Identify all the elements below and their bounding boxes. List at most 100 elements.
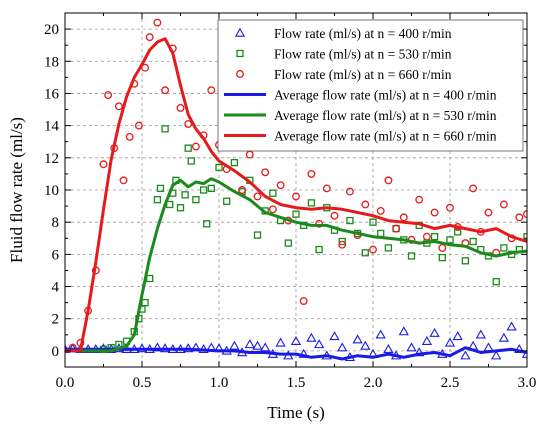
scatter-point-n660	[484, 208, 493, 217]
scatter-point-n530	[269, 189, 277, 197]
scatter-point-n660	[384, 176, 393, 185]
scatter-point-n400	[414, 347, 425, 357]
scatter-point-n660	[523, 210, 527, 219]
scatter-point-n400	[306, 332, 317, 342]
scatter-point-n660	[392, 224, 401, 233]
scatter-point-n660	[119, 176, 128, 185]
scatter-point-n530	[253, 231, 262, 239]
scatter-point-n660	[345, 187, 354, 196]
y-tick-label: 10	[44, 183, 59, 199]
legend-label: Average flow rate (ml/s) at n = 530 r/mi…	[274, 108, 497, 123]
scatter-point-n400	[460, 350, 471, 360]
scatter-point-n530	[500, 244, 508, 252]
scatter-point-n400	[383, 343, 394, 354]
x-tick-label: 2.0	[364, 375, 383, 391]
scatter-point-n530	[315, 245, 323, 254]
scatter-point-n400	[152, 342, 163, 352]
scatter-point-n660	[415, 195, 424, 204]
y-axis-label: Fluid flow rate (ml/s)	[7, 117, 26, 263]
scatter-point-n400	[260, 342, 271, 352]
scatter-point-n530	[199, 186, 208, 194]
scatter-point-n530	[284, 239, 292, 247]
scatter-point-n660	[315, 219, 324, 228]
scatter-point-n660	[299, 297, 308, 305]
scatter-point-n530	[369, 218, 377, 226]
scatter-point-n530	[230, 158, 239, 167]
scatter-point-n400	[275, 337, 286, 347]
scatter-point-n530	[181, 191, 189, 199]
scatter-point-n530	[187, 157, 195, 165]
legend: Flow rate (ml/s) at n = 400 r/min Flow ra…	[217, 19, 524, 152]
scatter-point-n530	[469, 237, 477, 246]
scatter-point-n660	[99, 160, 108, 169]
scatter-point-n660	[399, 213, 408, 222]
scatter-point-n530	[384, 244, 393, 252]
scatter-point-n660	[161, 86, 170, 95]
y-tick-label: 4	[52, 280, 60, 296]
scatter-point-n400	[313, 339, 325, 349]
legend-marker	[234, 27, 246, 37]
scatter-point-n530	[161, 125, 169, 133]
scatter-point-n400	[298, 348, 309, 358]
scatter-point-n530	[492, 278, 500, 286]
average-line-n400	[65, 346, 527, 361]
scatter-point-n660	[191, 142, 200, 151]
scatter-point-n400	[290, 335, 302, 345]
scatter-point-n530	[454, 228, 462, 236]
scatter-point-n530	[361, 249, 369, 257]
scatter-point-n400	[375, 329, 386, 339]
scatter-point-n400	[329, 331, 340, 341]
scatter-point-n400	[252, 340, 263, 350]
scatter-point-n400	[398, 326, 409, 336]
scatter-point-n400	[244, 339, 255, 349]
scatter-point-n530	[307, 199, 316, 207]
x-tick-label: 1.0	[210, 375, 229, 391]
scatter-point-n660	[292, 192, 300, 201]
scatter-point-n660	[176, 103, 185, 112]
scatter-point-n530	[156, 184, 165, 193]
y-tick-label: 6	[52, 247, 60, 263]
scatter-point-n660	[422, 232, 431, 241]
scatter-point-n660	[361, 200, 370, 209]
scatter-point-n530	[430, 233, 439, 241]
scatter-point-n660	[104, 91, 113, 100]
scatter-point-n530	[438, 253, 446, 262]
scatter-point-n530	[184, 144, 192, 152]
x-tick-label: 0.0	[56, 375, 75, 391]
y-tick-label: 0	[52, 344, 60, 360]
scatter-point-n400	[506, 321, 517, 331]
scatter-point-n530	[215, 163, 223, 172]
scatter-point-n530	[176, 204, 185, 212]
y-tick-label: 8	[52, 215, 60, 231]
legend-label: Flow rate (ml/s) at n = 530 r/min	[274, 47, 452, 62]
y-tick-label: 16	[44, 86, 60, 102]
scatter-point-n400	[475, 329, 486, 339]
scatter-point-n660	[114, 102, 123, 111]
scatter-point-n660	[469, 184, 478, 193]
average-line-n660	[65, 37, 527, 353]
scatter-point-n660	[338, 240, 347, 249]
scatter-point-n660	[446, 203, 454, 212]
scatter-point-n400	[360, 340, 371, 350]
average-line-n530	[65, 177, 527, 353]
scatter-point-n660	[322, 184, 331, 193]
scatter-point-n530	[338, 237, 346, 246]
scatter-point-n530	[203, 220, 211, 228]
y-tick-label: 18	[44, 54, 59, 70]
scatter-point-n660	[253, 192, 262, 201]
scatter-point-n530	[223, 197, 231, 205]
scatter-point-n660	[276, 181, 285, 190]
x-tick-label: 1.5	[287, 375, 306, 391]
scatter-point-n660	[207, 86, 216, 95]
scatter-point-n400	[352, 334, 363, 344]
scatter-point-n660	[430, 208, 439, 217]
x-tick-label: 2.5	[441, 375, 460, 391]
scatter-point-n530	[461, 257, 470, 265]
scatter-point-n660	[153, 18, 162, 27]
scatter-point-n660	[268, 205, 277, 214]
scatter-point-n660	[369, 245, 377, 254]
scatter-point-n530	[523, 233, 527, 241]
y-tick-label: 12	[44, 151, 59, 167]
scatter-point-n530	[207, 184, 215, 193]
